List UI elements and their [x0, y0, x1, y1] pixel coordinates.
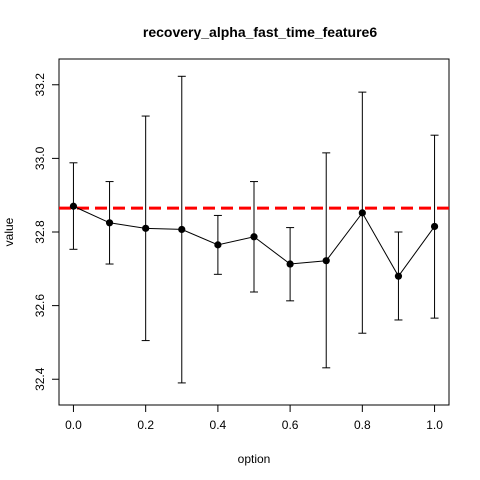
x-axis-label: option: [238, 452, 271, 466]
data-point: [394, 272, 403, 280]
data-point: [286, 260, 294, 268]
y-tick-label: 33.2: [33, 73, 47, 97]
x-axis: 0.0 0.2 0.4 0.6 0.8 1.0: [65, 405, 443, 432]
x-tick-label: 0.8: [354, 418, 371, 432]
y-tick-label: 32.4: [33, 367, 47, 391]
data-point: [69, 202, 78, 210]
x-tick-label: 0.0: [65, 418, 82, 432]
series-layer: [69, 75, 439, 384]
x-tick-label: 0.4: [210, 418, 227, 432]
y-tick-label: 32.6: [33, 294, 47, 318]
y-axis-label: value: [2, 217, 16, 246]
data-point: [322, 257, 330, 265]
data-point: [105, 219, 114, 227]
data-point: [358, 209, 366, 217]
x-tick-label: 1.0: [426, 418, 443, 432]
data-point: [214, 241, 222, 249]
x-tick-label: 0.2: [137, 418, 154, 432]
y-tick-label: 33.0: [33, 146, 47, 170]
data-point: [430, 222, 439, 231]
chart-title: recovery_alpha_fast_time_feature6: [143, 24, 377, 40]
x-tick-label: 0.6: [282, 418, 299, 432]
data-point: [142, 224, 150, 232]
y-tick-label: 32.8: [33, 220, 47, 244]
data-point: [178, 225, 186, 234]
y-axis: 32.4 32.6 32.8 33.0 33.2: [33, 73, 59, 391]
data-point: [250, 233, 258, 241]
